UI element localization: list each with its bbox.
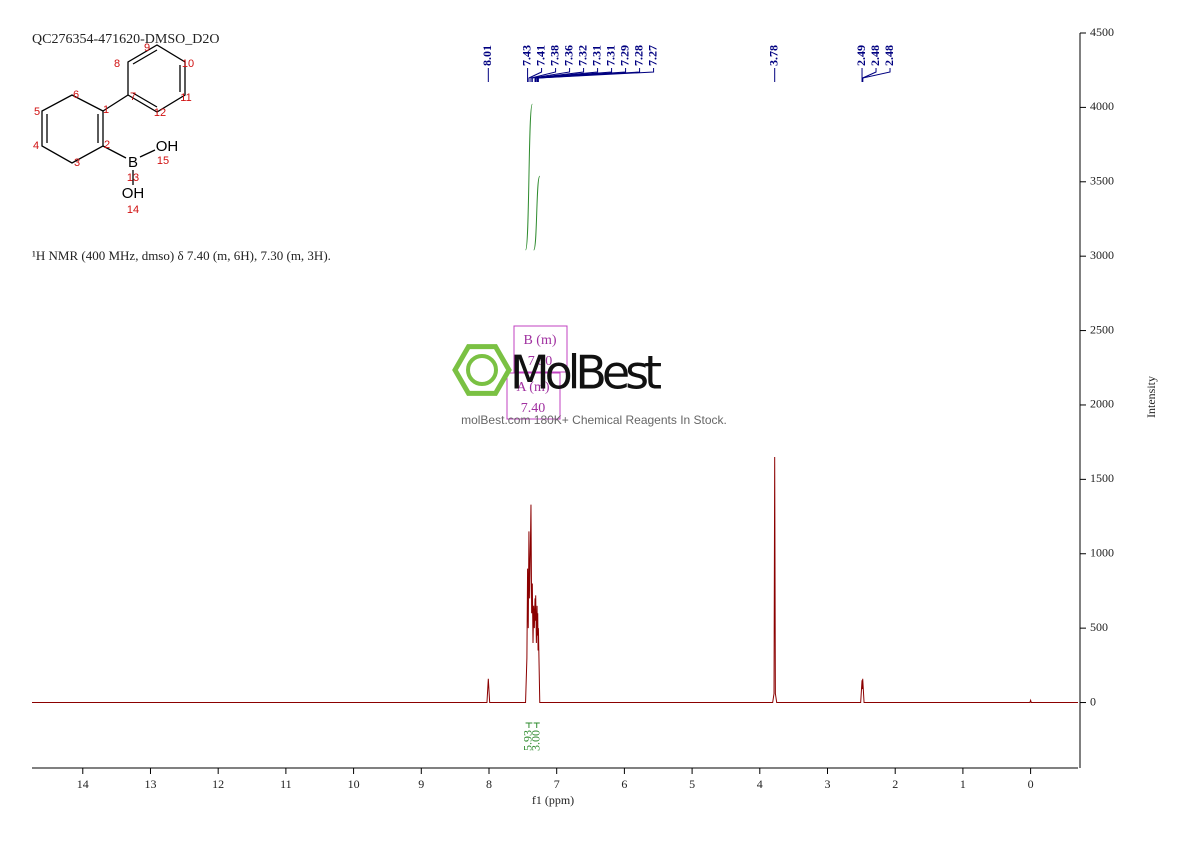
atom-number: 11 xyxy=(180,92,191,104)
atom-label: B xyxy=(128,154,138,171)
integral-curve xyxy=(533,175,541,251)
multiplet-box xyxy=(506,372,561,420)
peak-label: 7.41 xyxy=(533,45,547,66)
multiplet-name: A (m) xyxy=(516,380,549,395)
x-tick-label: 13 xyxy=(144,777,156,791)
y-tick-label: 4500 xyxy=(1090,25,1114,39)
peak-label: 8.01 xyxy=(480,45,494,66)
atom-number: 5 xyxy=(34,106,40,118)
multiplet-name: B (m) xyxy=(523,333,556,348)
peak-leader xyxy=(537,68,655,82)
x-tick-label: 1 xyxy=(960,777,966,791)
atom-number: 14 xyxy=(127,204,139,216)
atom-number: 10 xyxy=(182,58,194,70)
x-tick-label: 0 xyxy=(1028,777,1034,791)
multiplet-box xyxy=(513,325,568,373)
peak-label: 2.48 xyxy=(882,45,896,66)
x-tick-label: 9 xyxy=(418,777,424,791)
watermark-brand: MolBest xyxy=(510,346,662,400)
x-tick-label: 11 xyxy=(280,777,292,791)
peak-label: 7.43 xyxy=(519,45,533,66)
atom-number: 2 xyxy=(104,139,110,151)
atom-number: 3 xyxy=(74,157,80,169)
x-tick-label: 8 xyxy=(486,777,492,791)
spectrum-line xyxy=(32,457,1078,704)
x-tick-label: 10 xyxy=(348,777,360,791)
x-tick-label: 12 xyxy=(212,777,224,791)
bond xyxy=(139,149,156,158)
peak-label: 7.32 xyxy=(575,45,589,66)
nmr-annotation: ¹H NMR (400 MHz, dmso) δ 7.40 (m, 6H), 7… xyxy=(32,248,331,263)
x-tick-label: 3 xyxy=(825,777,831,791)
x-tick-label: 4 xyxy=(757,777,763,791)
y-tick-label: 3500 xyxy=(1090,174,1114,188)
y-tick-label: 2000 xyxy=(1090,397,1114,411)
atom-number: 9 xyxy=(144,42,150,54)
peak-leader xyxy=(862,68,891,82)
peak-label: 7.27 xyxy=(645,45,659,66)
atom-number: 4 xyxy=(33,140,39,152)
logo-hexagon xyxy=(452,344,512,396)
x-tick-label: 14 xyxy=(77,777,89,791)
atom-number: 8 xyxy=(114,58,120,70)
integral-label: 5.93 xyxy=(521,730,535,751)
chart-title: QC276354-471620-DMSO_D2O xyxy=(32,32,219,47)
atom-number: 7 xyxy=(130,91,136,103)
peak-label: 7.28 xyxy=(631,45,645,66)
y-tick-label: 0 xyxy=(1090,694,1096,708)
y-tick-label: 4000 xyxy=(1090,99,1114,113)
ring-b xyxy=(127,44,186,113)
atom-number: 12 xyxy=(154,107,166,119)
watermark-tagline: molBest.com 180K+ Chemical Reagents In S… xyxy=(461,413,727,427)
y-tick-label: 3000 xyxy=(1090,248,1114,262)
x-tick-label: 6 xyxy=(621,777,627,791)
y-tick-label: 2500 xyxy=(1090,322,1114,336)
peak-leader xyxy=(530,68,557,82)
peak-leader xyxy=(535,68,613,82)
bond xyxy=(102,145,127,159)
peak-label: 7.36 xyxy=(561,45,575,66)
bond xyxy=(102,94,129,112)
peak-label: 7.31 xyxy=(589,45,603,66)
y-tick-label: 500 xyxy=(1090,620,1108,634)
peak-leader xyxy=(531,68,571,82)
atom-number: 15 xyxy=(157,155,169,167)
peak-label: 2.48 xyxy=(868,45,882,66)
multiplet-shift: 7.30 xyxy=(528,354,553,369)
double-bond xyxy=(132,92,158,108)
peak-leader xyxy=(534,68,585,82)
peak-label: 3.78 xyxy=(766,45,780,66)
atom-number: 13 xyxy=(127,172,139,184)
peak-label: 2.49 xyxy=(854,45,868,66)
atom-number: 6 xyxy=(73,89,79,101)
atom-label: OH xyxy=(122,185,145,202)
peak-label: 7.31 xyxy=(603,45,617,66)
peak-leader xyxy=(528,68,543,82)
atom-label: OH xyxy=(156,138,179,155)
logo-ring xyxy=(466,354,498,386)
peak-label: 7.29 xyxy=(617,45,631,66)
atom-number: 1 xyxy=(103,104,109,116)
multiplet-shift: 7.40 xyxy=(521,401,546,416)
integral-curve xyxy=(525,103,533,251)
y-tick-label: 1500 xyxy=(1090,471,1114,485)
molecule xyxy=(41,44,186,185)
y-axis-label: Intensity xyxy=(1144,376,1158,418)
integral-label: 3.00 xyxy=(528,730,542,751)
x-tick-label: 7 xyxy=(554,777,560,791)
x-axis-label: f1 (ppm) xyxy=(532,793,574,807)
x-tick-label: 5 xyxy=(689,777,695,791)
y-tick-label: 1000 xyxy=(1090,545,1114,559)
double-bond xyxy=(132,49,158,65)
x-tick-label: 2 xyxy=(892,777,898,791)
peak-label: 7.38 xyxy=(547,45,561,66)
